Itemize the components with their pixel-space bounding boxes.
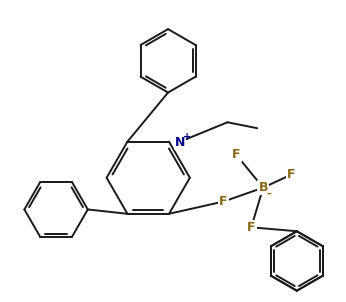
Text: F: F [219,195,228,208]
Text: +: + [183,132,191,142]
Text: F: F [232,149,241,162]
Text: F: F [286,168,295,181]
Text: N: N [175,136,185,149]
Text: –: – [267,189,272,199]
Text: F: F [247,221,256,234]
Text: B: B [258,181,268,194]
